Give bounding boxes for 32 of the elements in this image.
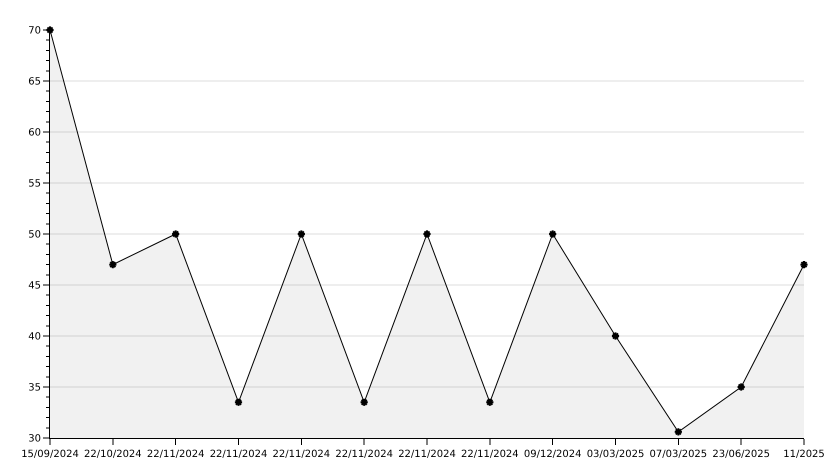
y-tick-label: 50	[28, 230, 41, 240]
x-tick-label: 22/11/2024	[210, 449, 268, 460]
point	[485, 398, 494, 407]
point	[108, 260, 118, 270]
point	[296, 229, 306, 239]
y-tick-label: 55	[28, 178, 41, 190]
y-tick-label: 60	[28, 128, 41, 138]
y-tick-label: 65	[28, 76, 41, 88]
point	[548, 229, 558, 239]
point	[171, 229, 180, 239]
point	[422, 229, 432, 239]
x-tick-label: 22/11/2024	[461, 449, 519, 460]
x-tick-label: 23/06/2025	[712, 449, 770, 460]
x-tick-label: 22/10/2024	[84, 449, 142, 460]
x-tick-label: 22/11/2024	[398, 449, 456, 460]
x-tick-label: 09/12/2024	[524, 449, 582, 460]
y-tick-label: 30	[28, 434, 41, 444]
y-tick-label: 70	[28, 26, 41, 36]
x-tick-label: 03/03/2025	[586, 449, 644, 460]
x-tick-label: 15/09/2024	[21, 449, 79, 460]
point	[234, 398, 244, 407]
point	[736, 382, 746, 392]
y-tick-label: 35	[28, 382, 41, 394]
x-tick-label: 22/11/2024	[146, 449, 204, 460]
point	[610, 331, 620, 341]
y-tick-label: 40	[28, 332, 41, 342]
x-tick-label: 22/11/2024	[272, 449, 330, 460]
x-tick-label: 07/03/2025	[650, 449, 708, 460]
y-tick-label: 45	[28, 280, 41, 292]
point	[360, 398, 369, 407]
x-tick-label: 11/2025	[783, 449, 825, 460]
x-tick-label: 22/11/2024	[335, 449, 393, 460]
